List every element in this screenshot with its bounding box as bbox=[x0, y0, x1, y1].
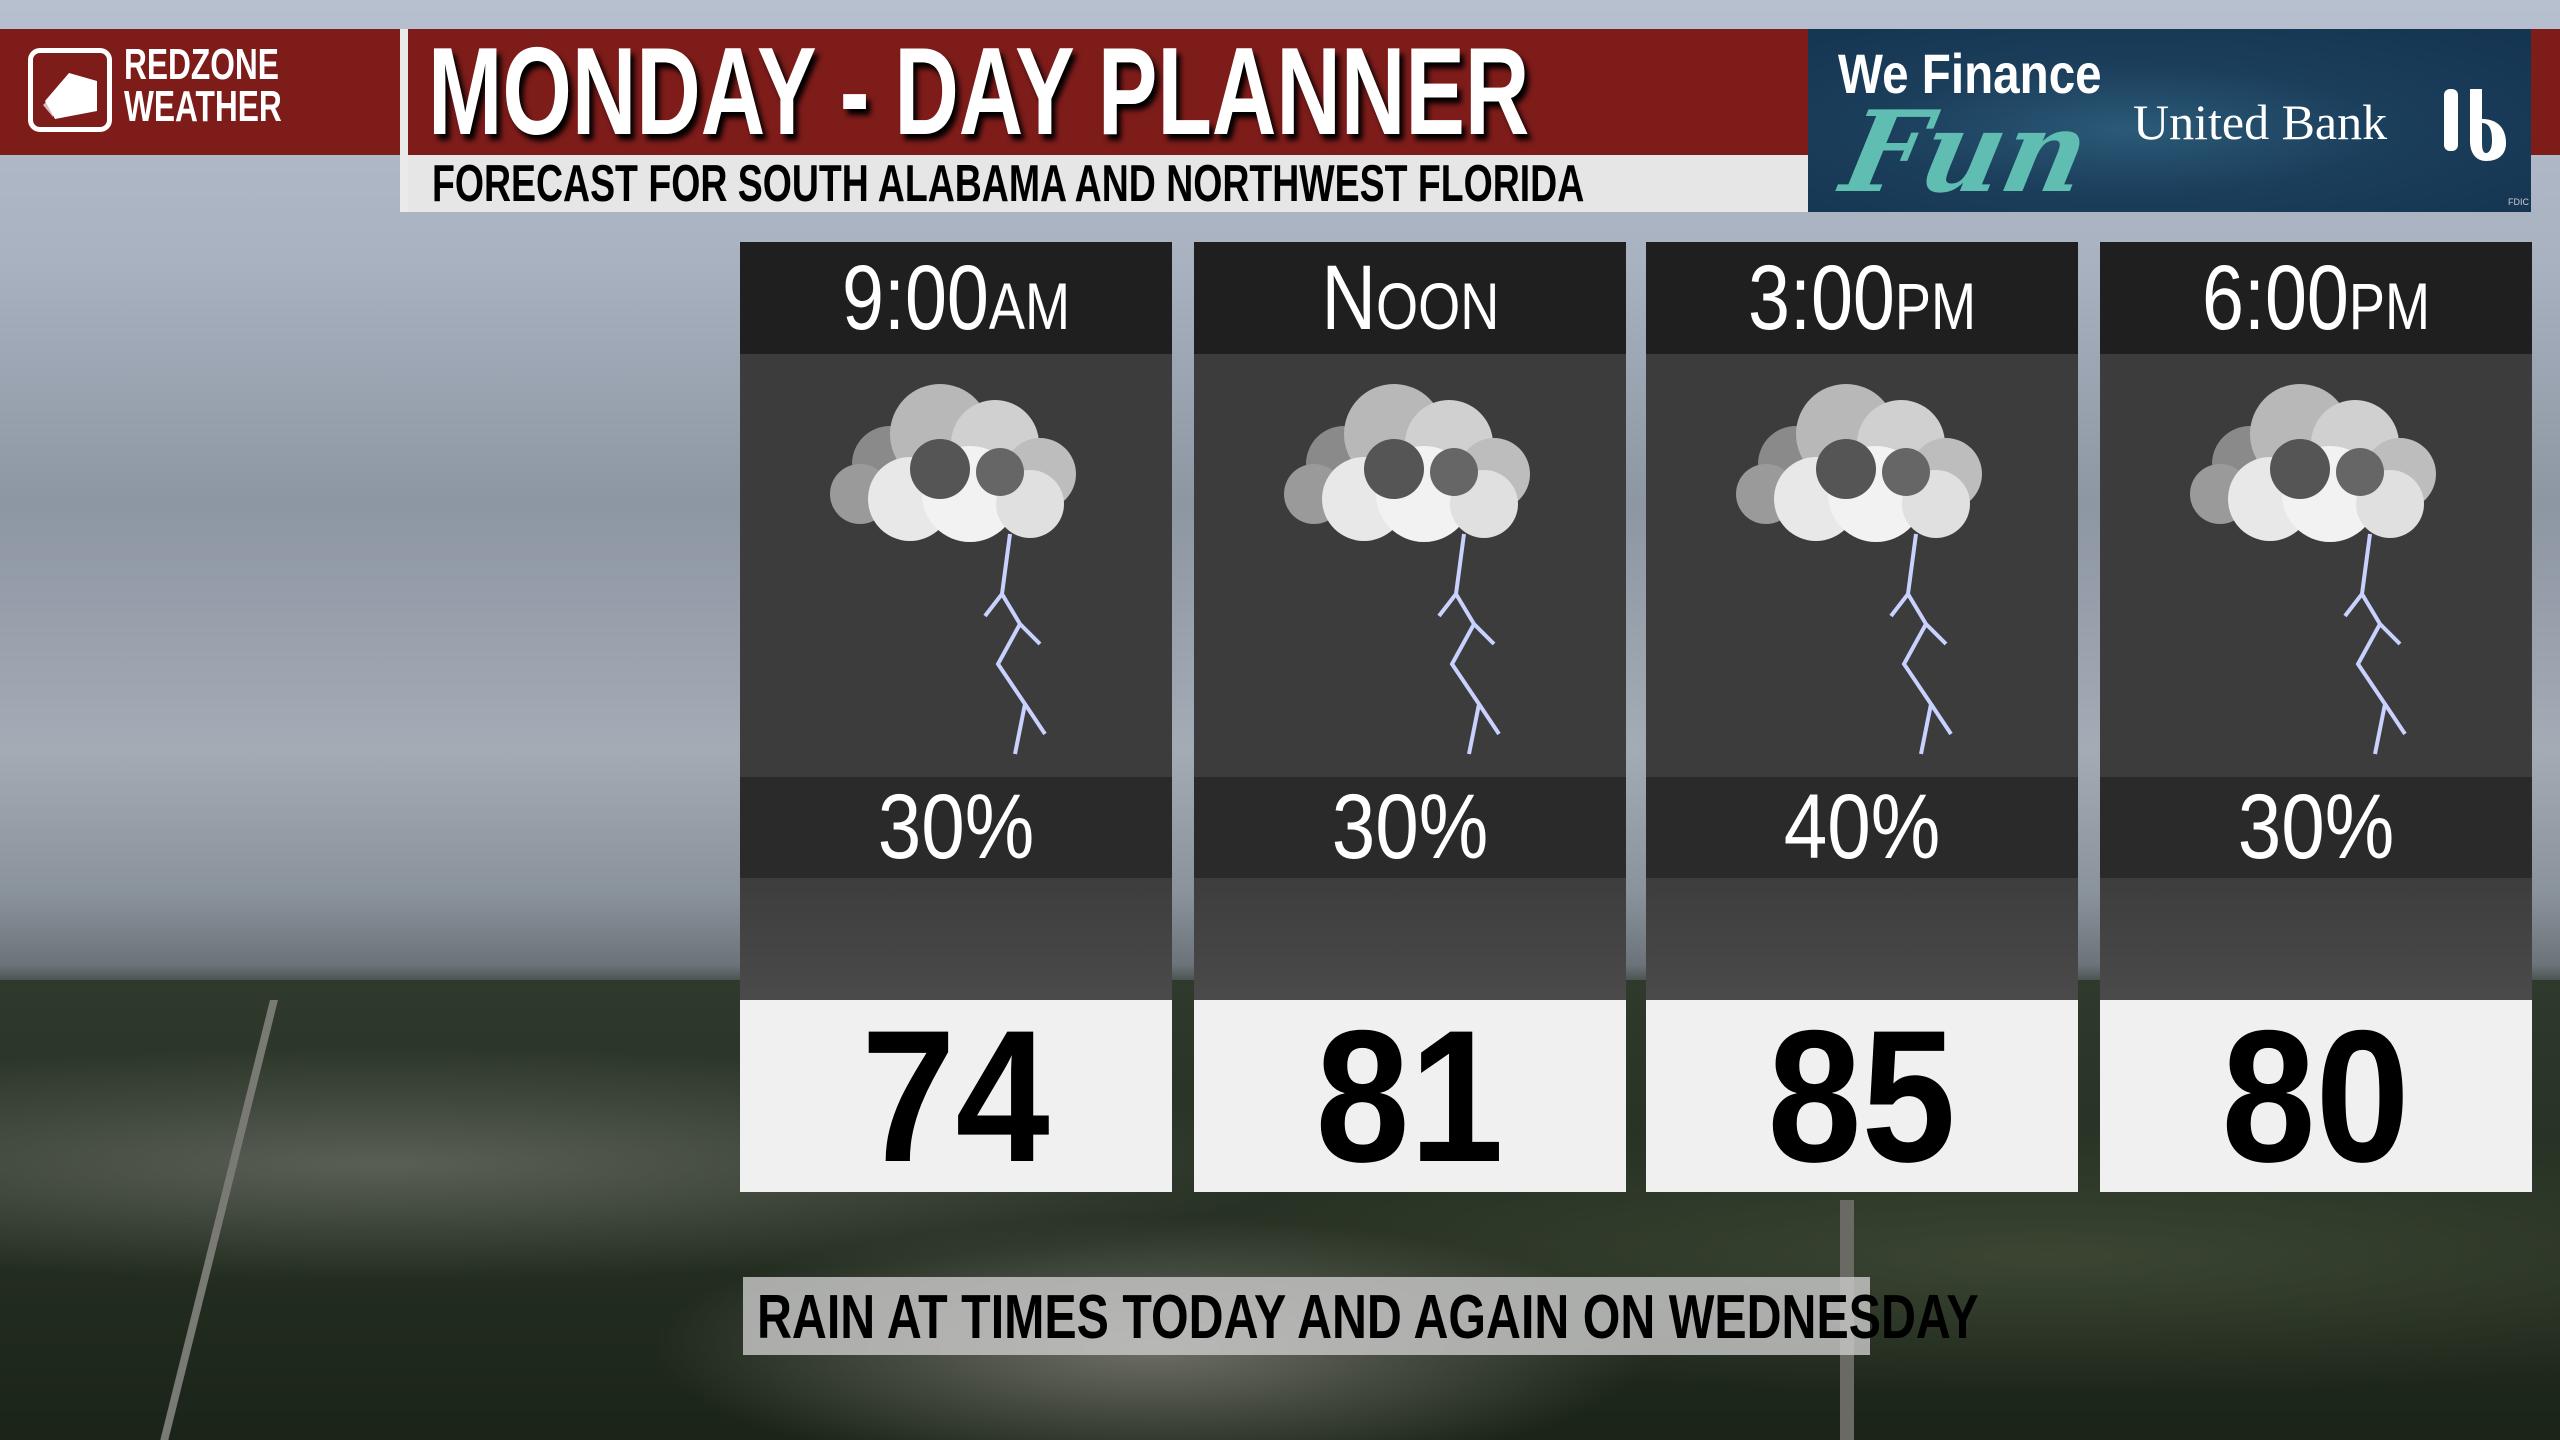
header-divider bbox=[400, 29, 408, 212]
cloud-puff bbox=[976, 448, 1024, 496]
thunderstorm-icon bbox=[740, 354, 1172, 777]
thunderstorm-icon bbox=[1646, 354, 2078, 777]
lightning-bolt bbox=[2343, 533, 2407, 755]
temperature: 85 bbox=[1646, 1000, 2078, 1192]
temperature: 81 bbox=[1194, 1000, 1626, 1192]
cloud-puff bbox=[1430, 448, 1478, 496]
time-label: 9:00AM bbox=[740, 242, 1172, 354]
lightning-bolt bbox=[1437, 533, 1501, 755]
forecast-column: 3:00PM 40% 85 bbox=[1646, 242, 2078, 1192]
column-spacer bbox=[2100, 878, 2532, 1000]
thunderstorm-icon bbox=[2100, 354, 2532, 777]
cloud-puff bbox=[910, 439, 970, 499]
lightning-bolt bbox=[983, 533, 1047, 755]
cloud-puff bbox=[2336, 448, 2384, 496]
sponsor-bank-name: United Bank bbox=[2133, 94, 2388, 150]
lightning-bolt bbox=[1889, 533, 1953, 755]
time-label: 6:00PM bbox=[2100, 242, 2532, 354]
sponsor-tagline: We Finance bbox=[1838, 42, 2102, 105]
brand-name: REDZONE WEATHER bbox=[124, 40, 282, 131]
column-spacer bbox=[1646, 878, 2078, 1000]
temperature: 74 bbox=[740, 1000, 1172, 1192]
cloud-puff bbox=[1364, 439, 1424, 499]
united-bank-logo-icon bbox=[2444, 89, 2506, 161]
forecast-column: 6:00PM 30% 80 bbox=[2100, 242, 2532, 1192]
cloud-puff bbox=[1816, 439, 1876, 499]
cloud-puff bbox=[2270, 439, 2330, 499]
time-label: 3:00PM bbox=[1646, 242, 2078, 354]
precip-chance: 30% bbox=[2100, 777, 2532, 878]
forecast-note: RAIN AT TIMES TODAY AND AGAIN ON WEDNESD… bbox=[757, 1283, 1979, 1352]
precip-chance: 40% bbox=[1646, 777, 2078, 878]
temperature: 80 bbox=[2100, 1000, 2532, 1192]
page-title: MONDAY - DAY PLANNER bbox=[428, 23, 1530, 161]
sponsor-tagline-script: Fun bbox=[1832, 87, 2101, 218]
page-subtitle: FORECAST FOR SOUTH ALABAMA AND NORTHWEST… bbox=[432, 155, 1585, 213]
forecast-column: NOON 30% 81 bbox=[1194, 242, 1626, 1192]
subtitle-bar bbox=[408, 155, 1808, 212]
sponsor-ad: We Finance Fun United Bank FDIC bbox=[1808, 29, 2531, 218]
column-spacer bbox=[1194, 878, 1626, 1000]
fdic-label: FDIC bbox=[2508, 197, 2529, 207]
cloud-puff bbox=[1882, 448, 1930, 496]
time-label: NOON bbox=[1194, 242, 1626, 354]
precip-chance: 30% bbox=[740, 777, 1172, 878]
column-spacer bbox=[740, 878, 1172, 1000]
precip-chance: 30% bbox=[1194, 777, 1626, 878]
forecast-column: 9:00AM 30% 74 bbox=[740, 242, 1172, 1192]
forecast-note-banner: RAIN AT TIMES TODAY AND AGAIN ON WEDNESD… bbox=[743, 1277, 1979, 1355]
redzone-logo-icon bbox=[28, 48, 112, 132]
thunderstorm-icon bbox=[1194, 354, 1626, 777]
